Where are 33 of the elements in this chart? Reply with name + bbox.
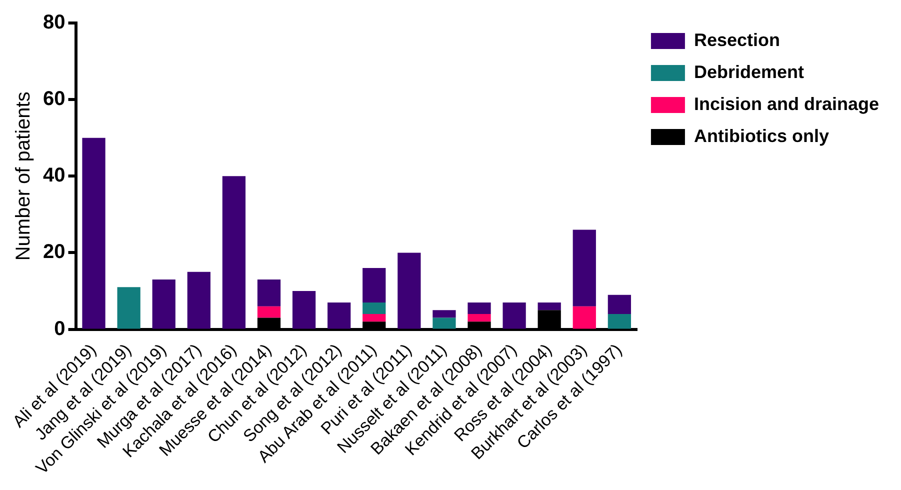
legend-label: Antibiotics only — [694, 126, 829, 146]
bar — [362, 302, 386, 314]
bar — [608, 294, 632, 314]
y-tick-label: 40 — [42, 164, 66, 187]
y-tick-label: 60 — [42, 88, 66, 110]
bar — [152, 280, 176, 329]
legend-label: Incision and drainage — [694, 94, 880, 114]
bar — [572, 230, 596, 306]
bar — [362, 268, 386, 302]
y-tick-label: 20 — [42, 241, 66, 264]
bar — [328, 302, 351, 329]
bar — [257, 306, 281, 318]
bar — [468, 314, 491, 322]
bar — [257, 280, 281, 306]
bar — [82, 138, 106, 329]
bar — [502, 302, 526, 329]
bar — [398, 252, 421, 329]
legend-label: Debridement — [694, 62, 804, 82]
bar — [187, 272, 210, 329]
bar — [432, 310, 456, 318]
bar — [222, 176, 246, 329]
bar — [362, 314, 386, 322]
bar — [608, 314, 632, 329]
bar — [432, 318, 456, 329]
bar — [572, 306, 596, 329]
bar — [117, 287, 140, 329]
y-tick-label: 80 — [42, 12, 66, 34]
legend-label: Resection — [694, 30, 780, 50]
bar — [292, 291, 316, 329]
bar — [538, 302, 561, 310]
y-tick-label: 0 — [54, 318, 66, 340]
y-axis-title: Number of patients — [12, 92, 35, 261]
bar — [468, 302, 491, 314]
